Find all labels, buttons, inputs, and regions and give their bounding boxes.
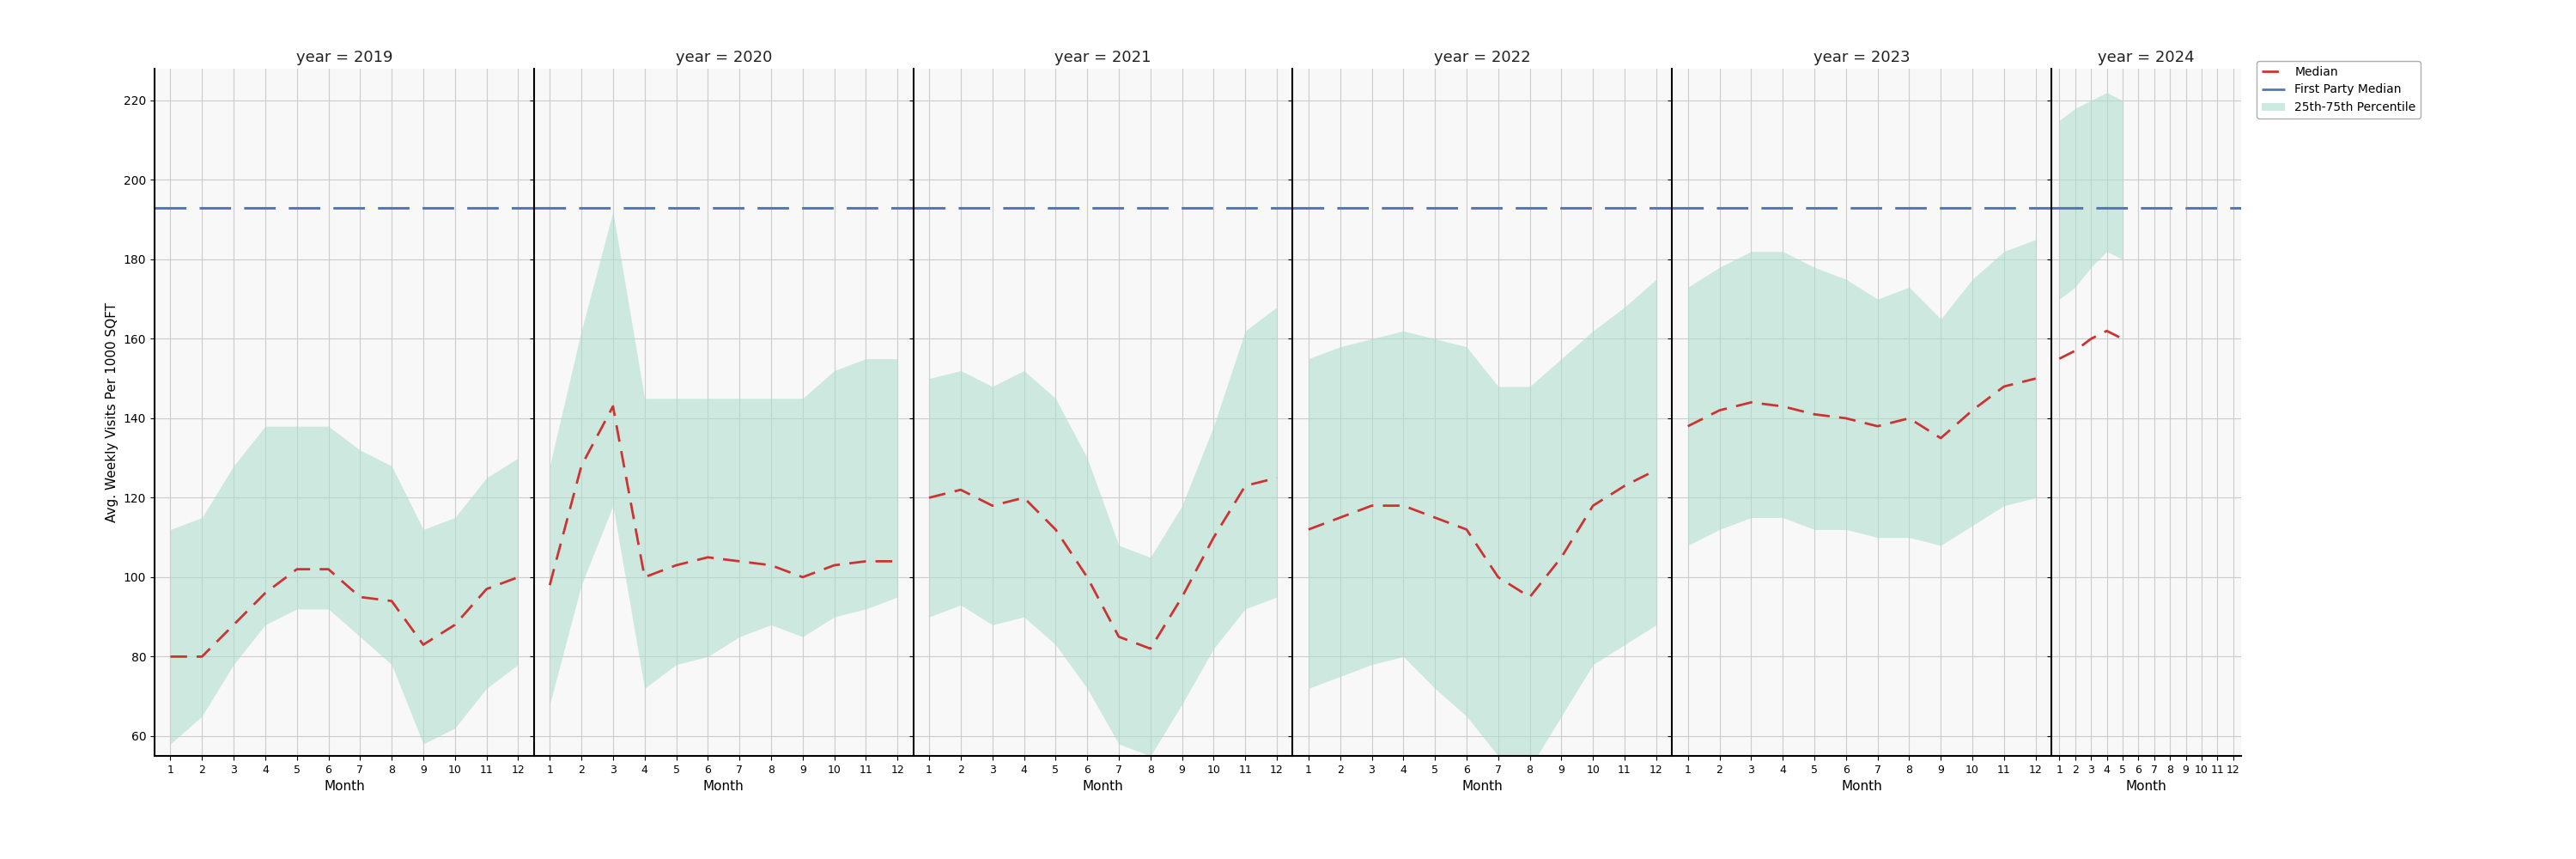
Title: year = 2024: year = 2024	[2097, 50, 2195, 65]
Title: year = 2023: year = 2023	[1814, 50, 1909, 65]
Y-axis label: Avg. Weekly Visits Per 1000 SQFT: Avg. Weekly Visits Per 1000 SQFT	[106, 302, 118, 522]
X-axis label: Month: Month	[325, 780, 366, 793]
Title: year = 2021: year = 2021	[1054, 50, 1151, 65]
X-axis label: Month: Month	[1461, 780, 1502, 793]
Title: year = 2020: year = 2020	[675, 50, 773, 65]
X-axis label: Month: Month	[703, 780, 744, 793]
X-axis label: Month: Month	[1082, 780, 1123, 793]
Legend: Median, First Party Median, 25th-75th Percentile: Median, First Party Median, 25th-75th Pe…	[2257, 61, 2421, 119]
Title: year = 2019: year = 2019	[296, 50, 392, 65]
X-axis label: Month: Month	[1842, 780, 1883, 793]
X-axis label: Month: Month	[2125, 780, 2166, 793]
Title: year = 2022: year = 2022	[1435, 50, 1530, 65]
